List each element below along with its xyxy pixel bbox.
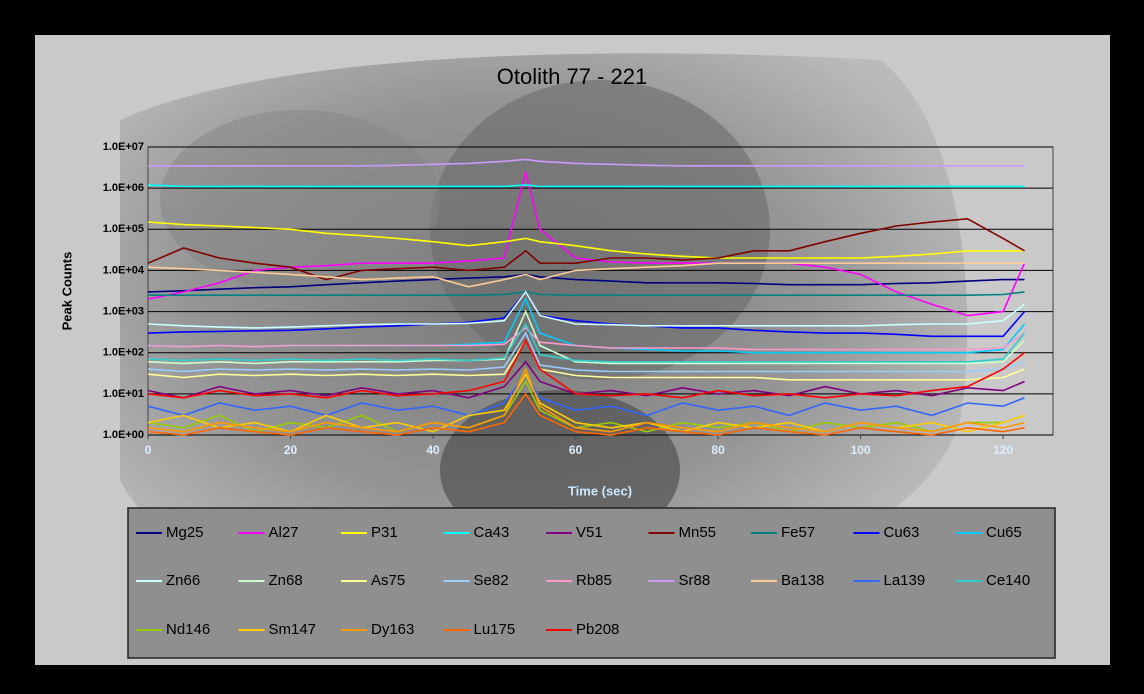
y-tick-label: 1.0E+04 — [103, 264, 145, 276]
legend-label: Rb85 — [576, 572, 612, 589]
series-line — [147, 322, 1026, 363]
series-line — [147, 372, 1025, 417]
legend-label: Al27 — [269, 524, 299, 541]
series-line — [147, 331, 1025, 373]
x-tick-label: 0 — [145, 443, 152, 457]
legend-label: Mg25 — [166, 524, 204, 541]
series-line — [147, 338, 1025, 381]
chart-title: Otolith 77 - 221 — [497, 64, 647, 89]
legend-label: La139 — [884, 572, 926, 589]
legend-label: As75 — [371, 572, 405, 589]
legend-label: Mn55 — [679, 524, 717, 541]
series-line — [147, 367, 1025, 433]
series-line — [148, 291, 1025, 296]
x-tick-label: 120 — [993, 443, 1013, 457]
series-line — [147, 184, 1025, 188]
legend-label: Zn68 — [269, 572, 303, 589]
series-line — [147, 290, 1026, 338]
series-line — [147, 338, 1025, 399]
x-tick-label: 40 — [426, 443, 440, 457]
x-tick-label: 80 — [711, 443, 725, 457]
legend-label: Sr88 — [679, 572, 711, 589]
legend-label: Cu65 — [986, 524, 1022, 541]
legend — [127, 507, 1056, 659]
legend-label: Ca43 — [474, 524, 510, 541]
legend-label: Dy163 — [371, 621, 414, 638]
y-axis-label: Peak Counts — [59, 252, 74, 331]
series-line — [147, 290, 1025, 329]
legend-label: Se82 — [474, 572, 509, 589]
legend-label: Lu175 — [474, 621, 516, 638]
legend-label: Cu63 — [884, 524, 920, 541]
x-tick-label: 20 — [284, 443, 298, 457]
series-line — [147, 221, 1025, 259]
legend-label: P31 — [371, 524, 398, 541]
series-line — [148, 158, 1025, 167]
legend-label: V51 — [576, 524, 603, 541]
legend-label: Nd146 — [166, 621, 210, 638]
series-line — [147, 171, 1026, 317]
y-tick-label: 1.0E+06 — [103, 182, 144, 194]
legend-label: Fe57 — [781, 524, 815, 541]
y-tick-label: 1.0E+03 — [103, 305, 144, 317]
legend-label: Pb208 — [576, 621, 619, 638]
y-tick-label: 1.0E+07 — [103, 141, 144, 153]
y-tick-label: 1.0E+00 — [103, 429, 144, 441]
legend-label: Ce140 — [986, 572, 1030, 589]
series-line — [147, 262, 1025, 288]
y-tick-label: 1.0E+05 — [103, 223, 144, 235]
series-line — [147, 309, 1026, 365]
x-tick-label: 60 — [569, 443, 583, 457]
y-tick-label: 1.0E+02 — [103, 347, 144, 359]
legend-label: Zn66 — [166, 572, 200, 589]
series-line — [147, 326, 1025, 351]
x-tick-label: 100 — [851, 443, 871, 457]
series-line — [147, 392, 1025, 436]
legend-label: Ba138 — [781, 572, 824, 589]
y-tick-label: 1.0E+01 — [103, 388, 144, 400]
x-axis-label: Time (sec) — [568, 483, 632, 498]
series-line — [147, 273, 1025, 293]
legend-label: Sm147 — [269, 621, 317, 638]
series-line — [147, 217, 1025, 281]
